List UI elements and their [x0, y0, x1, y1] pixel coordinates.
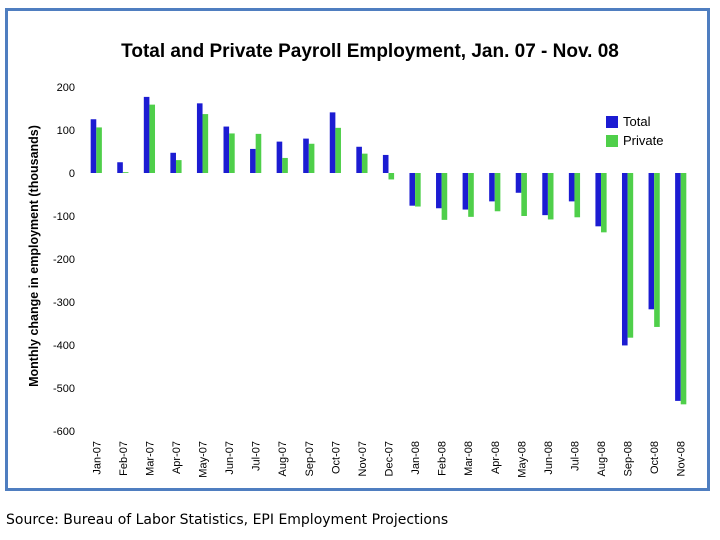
- bar-private: [441, 173, 448, 220]
- bar-total: [542, 173, 548, 216]
- x-tick-label: Oct-08: [649, 441, 661, 474]
- legend-swatch-private: [606, 135, 618, 147]
- bar-private: [175, 160, 182, 173]
- bar-private: [627, 173, 634, 338]
- x-tick-label: Sep-07: [304, 441, 316, 476]
- bar-private: [415, 173, 421, 207]
- bar-total: [409, 173, 416, 206]
- bar-private: [574, 173, 581, 218]
- bar-total: [223, 126, 230, 173]
- x-tick-label: Nov-07: [357, 441, 369, 476]
- bar-total: [595, 173, 602, 227]
- bar-total: [170, 152, 176, 173]
- x-tick-label: Nov-08: [676, 441, 688, 476]
- bar-total: [143, 96, 150, 173]
- legend-label-total: Total: [623, 114, 651, 129]
- bar-private: [361, 153, 368, 173]
- bar-chart: Total and Private Payroll Employment, Ja…: [27, 41, 688, 478]
- x-tick-label: Aug-07: [277, 441, 289, 476]
- bar-private: [255, 133, 262, 173]
- bar-private: [96, 127, 102, 173]
- bar-total: [675, 173, 681, 401]
- x-tick-label: Mar-08: [463, 441, 475, 476]
- bar-private: [654, 173, 660, 327]
- bar-private: [149, 104, 156, 173]
- bar-private: [122, 172, 129, 173]
- y-tick-label: -400: [53, 340, 75, 352]
- x-tick-label: Jul-07: [251, 441, 263, 471]
- x-tick-label: May-07: [198, 441, 210, 478]
- x-tick-label: Oct-07: [330, 441, 342, 474]
- bar-total: [382, 154, 389, 173]
- bar-total: [303, 138, 309, 173]
- x-tick-label: Aug-08: [596, 441, 608, 476]
- chart-title: Total and Private Payroll Employment, Ja…: [121, 41, 619, 62]
- bar-private: [494, 173, 501, 212]
- bar-private: [521, 173, 527, 216]
- x-tick-label: Jun-08: [543, 441, 555, 475]
- x-tick-label: Jan-08: [410, 441, 422, 475]
- bar-total: [462, 173, 469, 210]
- y-tick-label: 0: [69, 168, 75, 180]
- x-tick-label: Feb-08: [437, 441, 449, 476]
- bar-private: [680, 173, 687, 405]
- x-tick-label: May-08: [516, 441, 528, 478]
- bar-total: [329, 112, 336, 173]
- bar-private: [282, 157, 288, 173]
- legend-label-private: Private: [623, 133, 663, 148]
- bar-total: [90, 119, 97, 173]
- x-tick-label: Apr-08: [490, 441, 502, 474]
- x-tick-label: Jun-07: [224, 441, 236, 475]
- bar-total: [489, 173, 495, 202]
- bar-private: [202, 114, 209, 173]
- bar-private: [468, 173, 474, 217]
- bar-private: [388, 173, 395, 180]
- y-tick-label: -200: [53, 254, 75, 266]
- y-tick-label: 200: [57, 82, 75, 94]
- bar-private: [229, 133, 235, 173]
- y-tick-label: -100: [53, 211, 75, 223]
- x-tick-label: Apr-07: [171, 441, 183, 474]
- y-tick-label: -600: [53, 426, 75, 438]
- source-note: Source: Bureau of Labor Statistics, EPI …: [6, 512, 449, 528]
- bar-private: [308, 143, 315, 173]
- bar-private: [335, 127, 341, 173]
- x-tick-label: Mar-07: [144, 441, 156, 476]
- bar-total: [621, 173, 628, 346]
- bar-total: [648, 173, 655, 310]
- bar-total: [250, 148, 256, 173]
- y-tick-label: -300: [53, 297, 75, 309]
- legend-swatch-total: [606, 116, 618, 128]
- bar-private: [601, 173, 607, 233]
- y-axis-label: Monthly change in employment (thousands): [27, 125, 41, 387]
- x-tick-label: Jan-07: [91, 441, 103, 475]
- bar-total: [436, 173, 442, 209]
- bar-private: [547, 173, 554, 220]
- bar-total: [356, 146, 362, 173]
- x-tick-label: Feb-07: [118, 441, 130, 476]
- x-tick-label: Jul-08: [569, 441, 581, 471]
- x-tick-label: Sep-08: [623, 441, 635, 476]
- x-tick-label: Dec-07: [384, 441, 396, 476]
- y-tick-label: 100: [57, 125, 75, 137]
- bar-total: [515, 173, 522, 193]
- chart-frame: Total and Private Payroll Employment, Ja…: [5, 8, 710, 491]
- bar-total: [196, 103, 203, 173]
- bar-total: [117, 162, 123, 173]
- y-tick-label: -500: [53, 383, 75, 395]
- bar-total: [276, 141, 283, 173]
- bar-total: [568, 173, 575, 202]
